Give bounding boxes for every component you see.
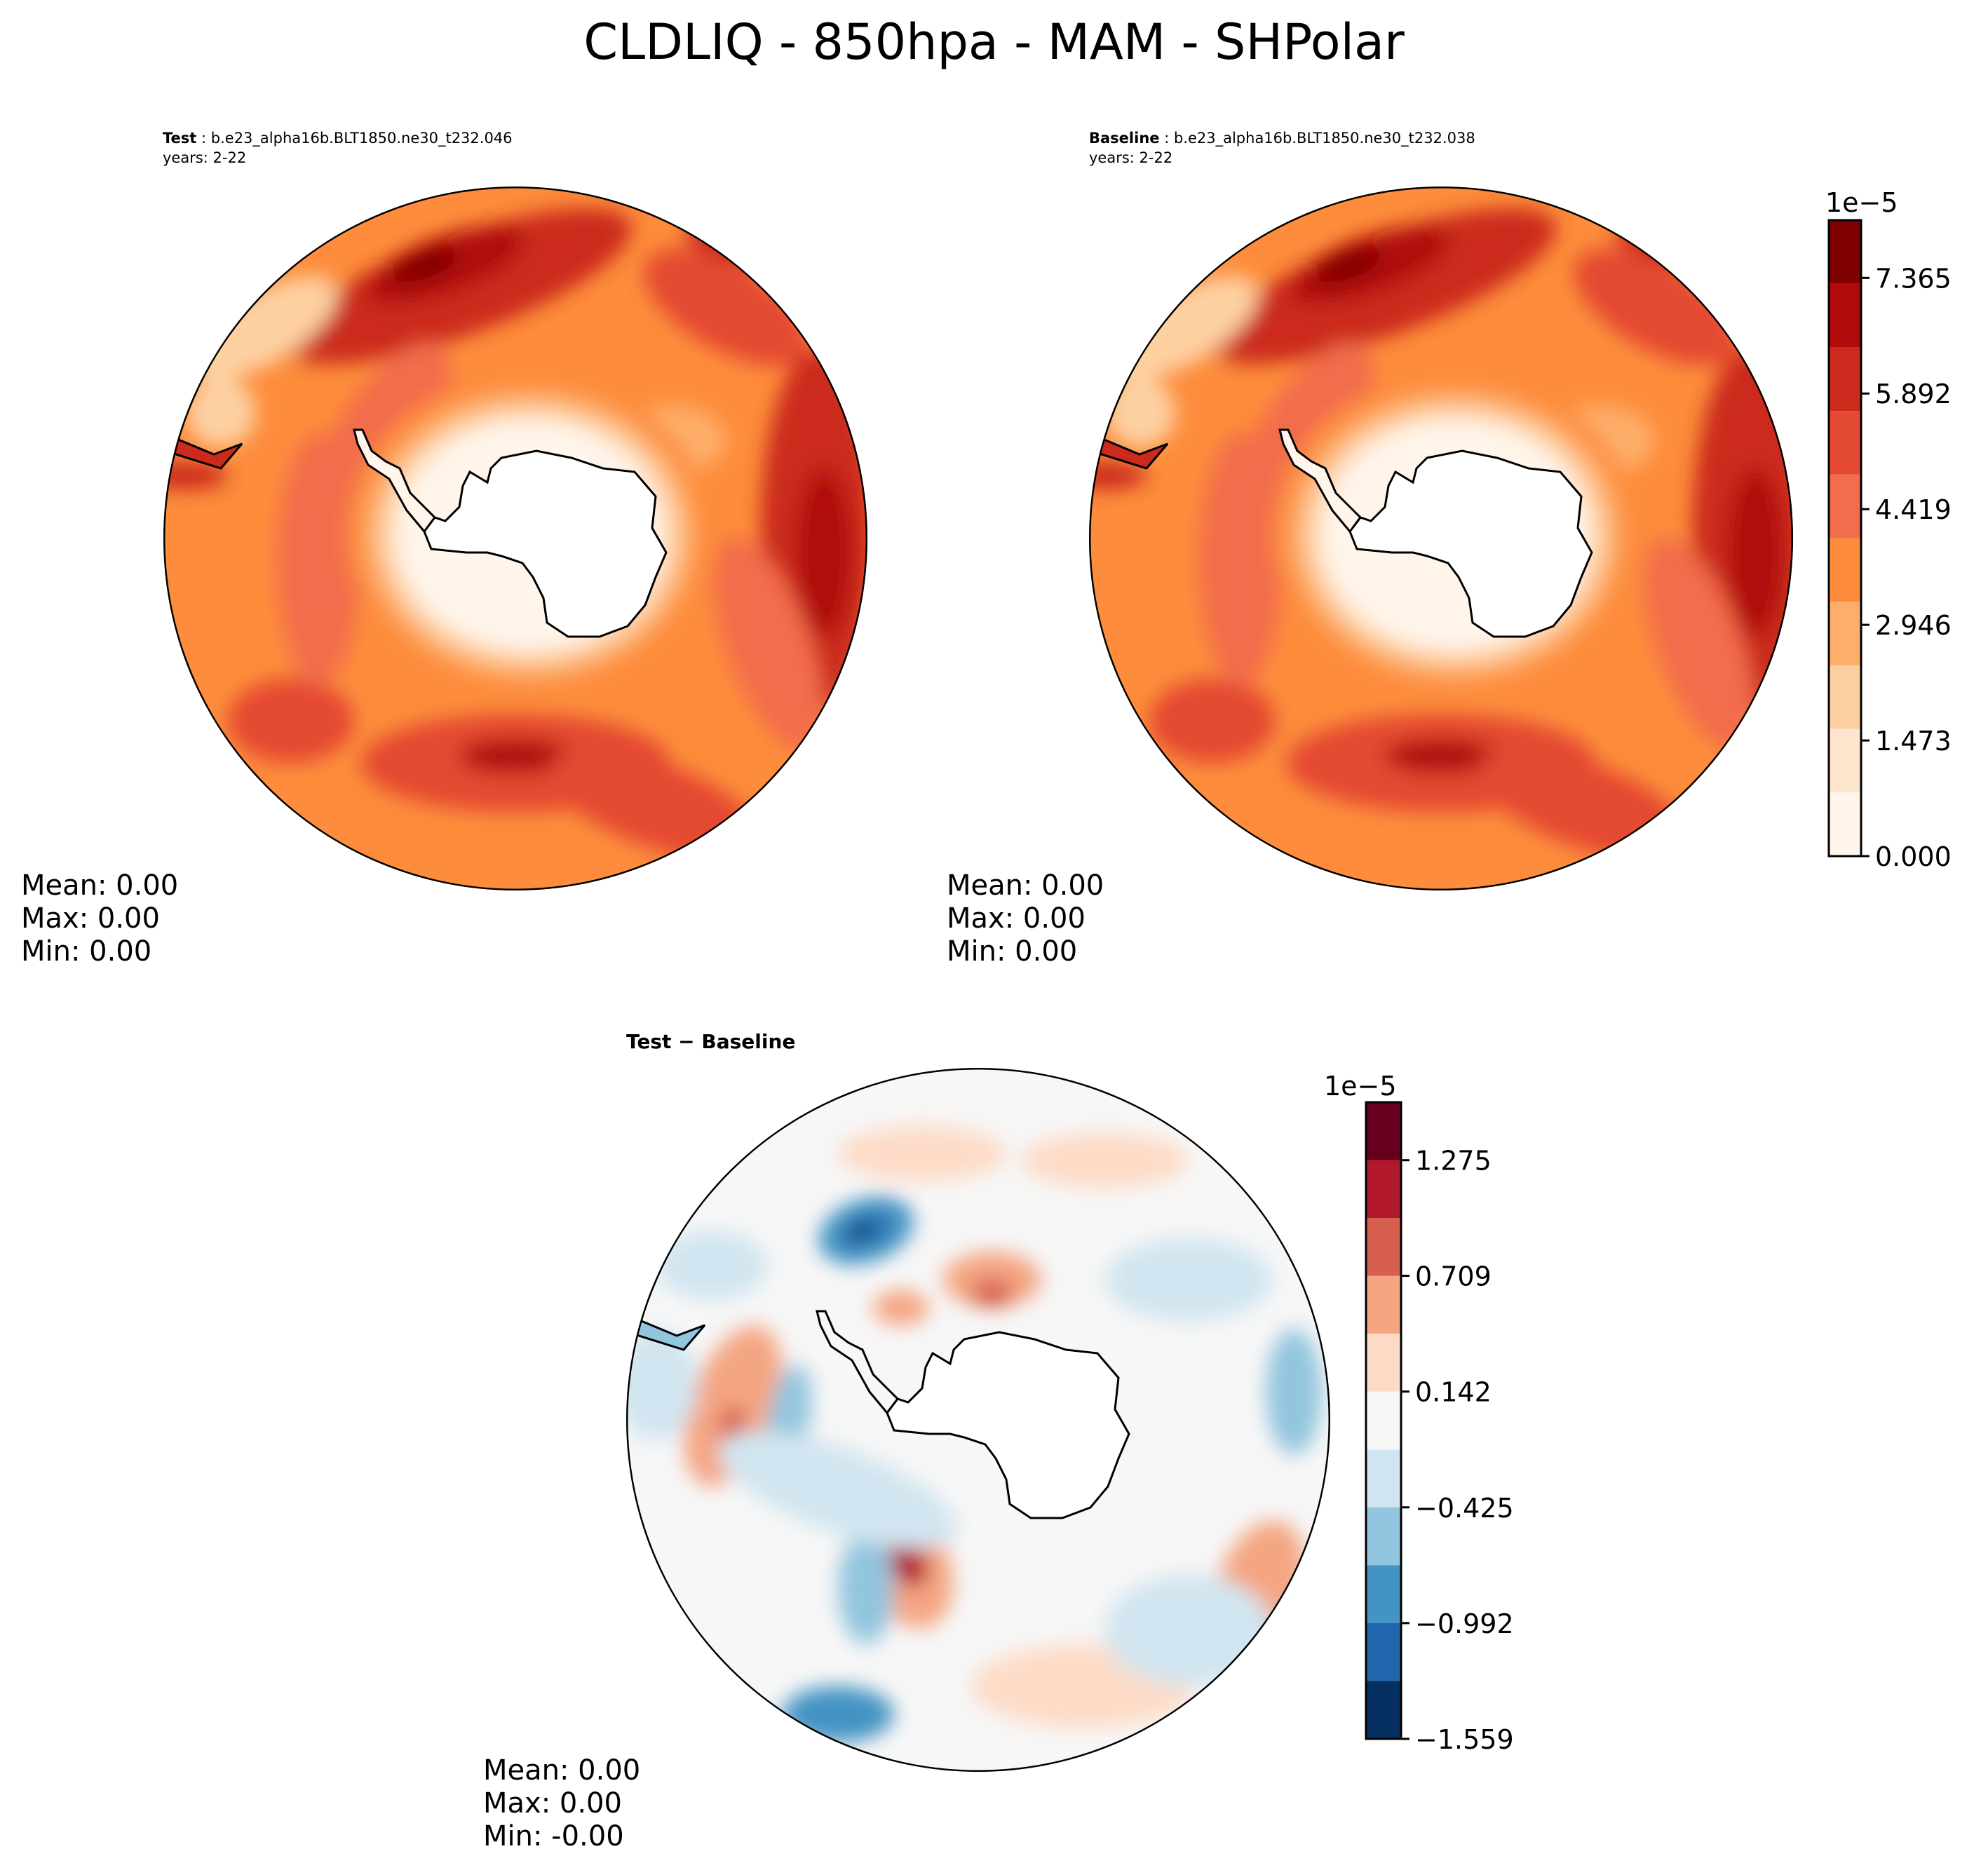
absolute-colorbar-level-7	[1829, 347, 1861, 412]
difference-stats: Mean: 0.00 Max: 0.00 Min: -0.00	[483, 1754, 640, 1853]
difference-colorbar-scale: 1e−5	[1324, 1071, 1397, 1102]
absolute-colorbar-level-3	[1829, 602, 1861, 665]
difference-colorbar-tick-label-5: 1.275	[1415, 1146, 1492, 1177]
absolute-colorbar-tick-label-4: 5.892	[1875, 379, 1952, 409]
difference-colorbar-level-4	[1366, 1449, 1401, 1507]
absolute-colorbar-level-1	[1829, 729, 1861, 793]
absolute-colorbar-tick-label-2: 2.946	[1875, 610, 1952, 641]
difference-colorbar: −1.559 −0.992 −0.425 0.142 0.709 1.275	[1365, 1101, 1514, 1755]
baseline-max: Max: 0.00	[947, 902, 1086, 935]
test-case: b.e23_alpha16b.BLT1850.ne30_t232.046	[210, 130, 513, 147]
test-label: Test	[163, 130, 197, 147]
absolute-colorbar-level-5	[1829, 474, 1861, 538]
absolute-colorbar-level-0	[1829, 792, 1861, 856]
baseline-min: Min: 0.00	[947, 935, 1078, 968]
difference-colorbar-level-9	[1366, 1160, 1401, 1219]
baseline-header: Baseline : b.e23_alpha16b.BLT1850.ne30_t…	[1089, 130, 1475, 166]
difference-colorbar-level-1	[1366, 1622, 1401, 1681]
difference-mean: Mean: 0.00	[483, 1754, 641, 1787]
difference-colorbar-level-5	[1366, 1391, 1401, 1450]
difference-colorbar-level-6	[1366, 1334, 1401, 1392]
difference-min: Min: -0.00	[483, 1820, 624, 1852]
absolute-colorbar-level-2	[1829, 665, 1861, 729]
baseline-map	[1089, 187, 1793, 890]
difference-colorbar-level-3	[1366, 1507, 1401, 1566]
absolute-colorbar-tick-label-3: 4.419	[1875, 494, 1952, 525]
baseline-mean: Mean: 0.00	[947, 869, 1104, 902]
test-max: Max: 0.00	[21, 902, 160, 935]
test-header: Test : b.e23_alpha16b.BLT1850.ne30_t232.…	[163, 130, 513, 166]
baseline-stats: Mean: 0.00 Max: 0.00 Min: 0.00	[947, 869, 1104, 968]
absolute-colorbar-tick-label-0: 0.000	[1875, 841, 1952, 872]
absolute-colorbar-level-4	[1829, 538, 1861, 602]
test-map	[163, 187, 867, 890]
difference-colorbar-tick-label-2: −0.425	[1415, 1493, 1514, 1524]
difference-colorbar-tick-label-0: −1.559	[1415, 1724, 1514, 1755]
difference-colorbar-level-2	[1366, 1565, 1401, 1623]
absolute-colorbar: 0.000 1.473 2.946 4.419 5.892 7.365	[1827, 219, 1952, 872]
difference-colorbar-level-7	[1366, 1275, 1401, 1334]
absolute-colorbar-tick-label-1: 1.473	[1875, 726, 1952, 757]
absolute-colorbar-level-6	[1829, 411, 1861, 475]
absolute-colorbar-tick-label-5: 7.365	[1875, 263, 1952, 294]
absolute-colorbar-level-8	[1829, 283, 1861, 348]
difference-max: Max: 0.00	[483, 1787, 622, 1820]
test-stats: Mean: 0.00 Max: 0.00 Min: 0.00	[21, 869, 178, 968]
absolute-colorbar-scale: 1e−5	[1825, 187, 1898, 218]
baseline-years: years: 2-22	[1089, 149, 1173, 166]
difference-colorbar-level-0	[1366, 1681, 1401, 1739]
figure-title: CLDLIQ - 850hpa - MAM - SHPolar	[583, 13, 1405, 71]
test-years: years: 2-22	[163, 149, 247, 166]
absolute-colorbar-level-9	[1829, 220, 1861, 284]
difference-colorbar-tick-label-1: −0.992	[1415, 1608, 1514, 1639]
difference-title: Test − Baseline	[626, 1030, 796, 1053]
baseline-case: b.e23_alpha16b.BLT1850.ne30_t232.038	[1173, 130, 1475, 147]
difference-colorbar-level-8	[1366, 1218, 1401, 1276]
difference-colorbar-tick-label-4: 0.709	[1415, 1261, 1492, 1292]
difference-map	[626, 1068, 1330, 1772]
difference-colorbar-level-10	[1366, 1102, 1401, 1160]
test-mean: Mean: 0.00	[21, 869, 179, 902]
difference-colorbar-tick-label-3: 0.142	[1415, 1377, 1492, 1408]
baseline-label: Baseline	[1089, 130, 1160, 147]
test-min: Min: 0.00	[21, 935, 152, 968]
